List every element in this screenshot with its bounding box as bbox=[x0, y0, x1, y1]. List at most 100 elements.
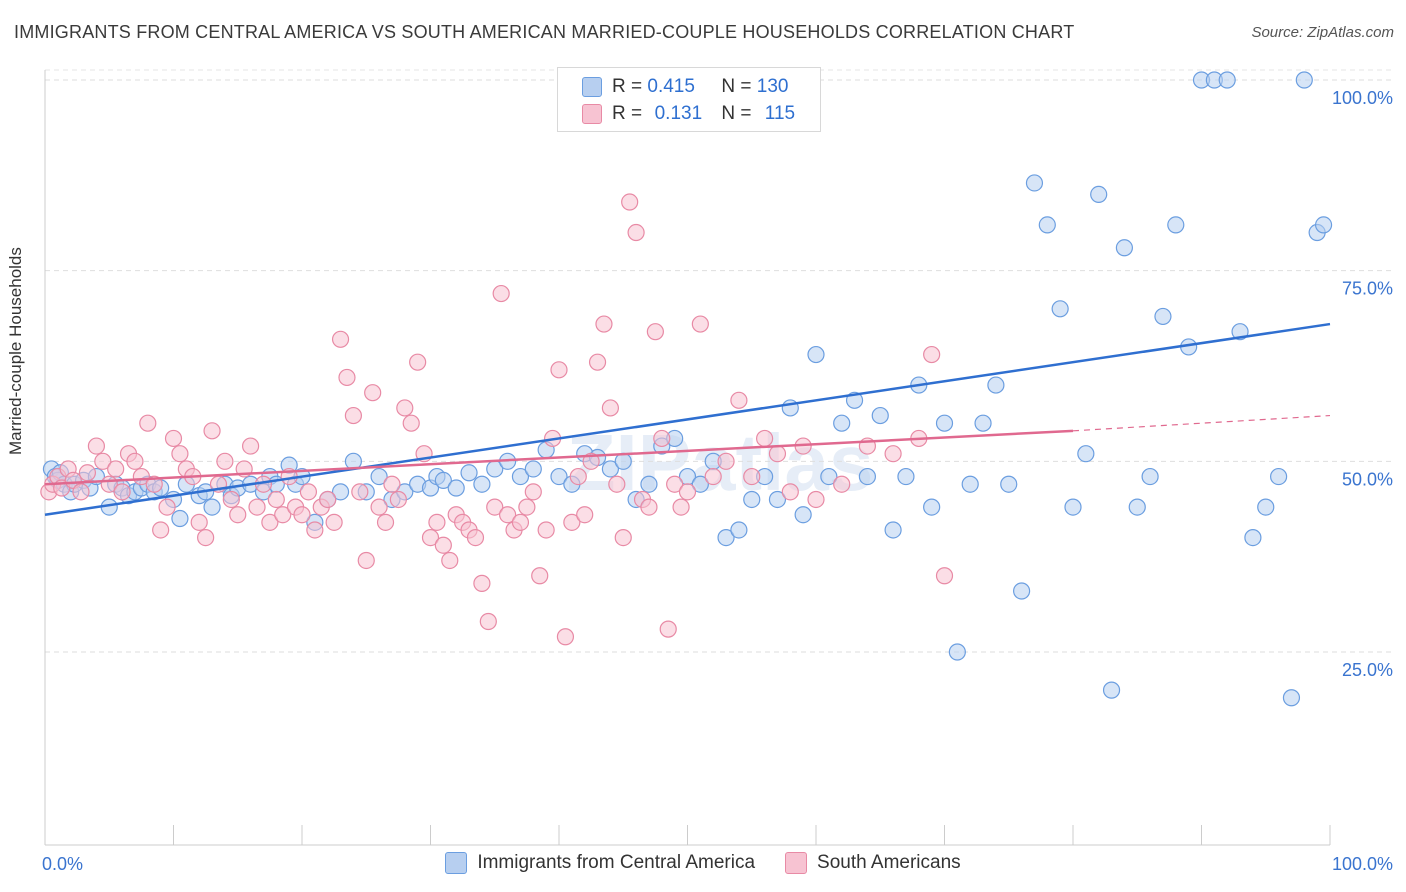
point-south-americans bbox=[197, 528, 215, 547]
point-south-americans bbox=[537, 521, 555, 539]
x-tick-label: 0.0% bbox=[42, 854, 83, 874]
legend-n-value: 130 bbox=[756, 76, 789, 97]
point-south-americans bbox=[421, 528, 440, 547]
point-central-america bbox=[961, 475, 979, 493]
point-south-americans bbox=[94, 452, 112, 470]
point-south-americans bbox=[646, 323, 664, 341]
point-south-americans bbox=[299, 483, 318, 501]
point-central-america bbox=[794, 506, 812, 524]
point-south-americans bbox=[531, 567, 549, 585]
y-tick-label: 25.0% bbox=[1342, 660, 1393, 680]
legend-n-label: N = bbox=[721, 103, 752, 124]
point-south-americans bbox=[267, 490, 285, 509]
point-central-america bbox=[1102, 681, 1121, 699]
point-south-americans bbox=[627, 223, 645, 242]
point-central-america bbox=[1090, 185, 1108, 203]
point-south-americans bbox=[524, 483, 542, 501]
legend-swatch-pink bbox=[785, 852, 808, 874]
legend-swatch-blue bbox=[445, 852, 468, 874]
point-south-americans bbox=[563, 513, 581, 531]
point-central-america bbox=[1218, 71, 1236, 89]
point-central-america bbox=[447, 479, 465, 497]
point-central-america bbox=[820, 467, 838, 486]
point-south-americans bbox=[608, 475, 626, 493]
point-south-americans bbox=[139, 414, 157, 432]
legend-r-value: 0.415 bbox=[647, 76, 695, 97]
point-south-americans bbox=[396, 399, 414, 417]
point-central-america bbox=[1077, 445, 1095, 463]
legend-item-central-america[interactable]: Immigrants from Central America bbox=[445, 852, 755, 874]
point-central-america bbox=[1064, 498, 1082, 516]
point-south-americans bbox=[409, 353, 427, 371]
point-central-america bbox=[614, 452, 632, 470]
point-south-americans bbox=[441, 551, 459, 570]
point-south-americans bbox=[145, 475, 163, 493]
point-south-americans bbox=[768, 445, 787, 463]
point-south-americans bbox=[152, 521, 170, 539]
y-tick-label: 75.0% bbox=[1342, 279, 1393, 299]
point-south-americans bbox=[588, 353, 607, 371]
point-south-americans bbox=[550, 361, 568, 379]
point-central-america bbox=[807, 345, 825, 364]
point-south-americans bbox=[319, 490, 337, 509]
point-south-americans bbox=[87, 437, 106, 455]
point-central-america bbox=[1025, 174, 1044, 192]
point-central-america bbox=[460, 464, 478, 482]
point-central-america bbox=[858, 467, 877, 486]
point-central-america bbox=[171, 509, 189, 528]
point-south-americans bbox=[781, 483, 799, 501]
point-central-america bbox=[987, 376, 1005, 394]
trend-line-extension bbox=[1072, 414, 1331, 432]
point-central-america bbox=[1012, 582, 1031, 600]
point-south-americans bbox=[306, 521, 324, 539]
point-south-americans bbox=[595, 315, 613, 333]
point-south-americans bbox=[466, 528, 485, 547]
legend-label: South Americans bbox=[817, 852, 961, 873]
point-south-americans bbox=[216, 452, 234, 470]
point-south-americans bbox=[171, 445, 189, 463]
point-south-americans bbox=[576, 506, 594, 524]
point-central-america bbox=[897, 467, 915, 486]
point-central-america bbox=[1115, 239, 1134, 257]
point-central-america bbox=[1282, 689, 1301, 707]
point-south-americans bbox=[884, 445, 902, 463]
point-central-america bbox=[923, 498, 941, 516]
point-south-americans bbox=[126, 452, 144, 470]
point-south-americans bbox=[614, 528, 632, 547]
point-central-america bbox=[601, 460, 620, 478]
point-central-america bbox=[974, 414, 992, 432]
trend-line-south-americans bbox=[44, 429, 1074, 486]
legend-r-label: R = bbox=[612, 76, 643, 97]
point-south-americans bbox=[434, 536, 452, 554]
trend-line-central-america bbox=[44, 322, 1331, 516]
point-south-americans bbox=[691, 315, 709, 333]
point-central-america bbox=[511, 467, 530, 486]
point-south-americans bbox=[242, 437, 260, 455]
point-south-americans bbox=[364, 384, 382, 402]
point-central-america bbox=[1154, 307, 1172, 326]
point-south-americans bbox=[248, 498, 266, 516]
point-central-america bbox=[1257, 498, 1275, 516]
point-south-americans bbox=[486, 498, 504, 516]
y-tick-label: 50.0% bbox=[1342, 469, 1393, 489]
point-south-americans bbox=[72, 483, 90, 501]
point-central-america bbox=[935, 414, 954, 432]
point-central-america bbox=[1000, 475, 1018, 493]
legend-item-south-americans[interactable]: South Americans bbox=[785, 852, 961, 874]
point-south-americans bbox=[666, 475, 684, 493]
legend-n-label: N = bbox=[721, 76, 752, 97]
point-south-americans bbox=[640, 498, 658, 516]
point-south-americans bbox=[331, 330, 350, 348]
legend-swatch-pink bbox=[582, 104, 602, 124]
point-central-america bbox=[871, 406, 889, 425]
point-central-america bbox=[833, 414, 851, 432]
point-south-americans bbox=[107, 460, 125, 478]
legend-row-central-america: R = 0.415 N = 130 bbox=[582, 74, 788, 100]
point-south-americans bbox=[113, 483, 131, 501]
point-south-americans bbox=[344, 406, 362, 425]
point-south-americans bbox=[743, 467, 761, 486]
point-south-americans bbox=[402, 414, 420, 432]
point-south-americans bbox=[376, 513, 395, 531]
point-south-americans bbox=[338, 368, 356, 387]
point-south-americans bbox=[274, 506, 292, 524]
